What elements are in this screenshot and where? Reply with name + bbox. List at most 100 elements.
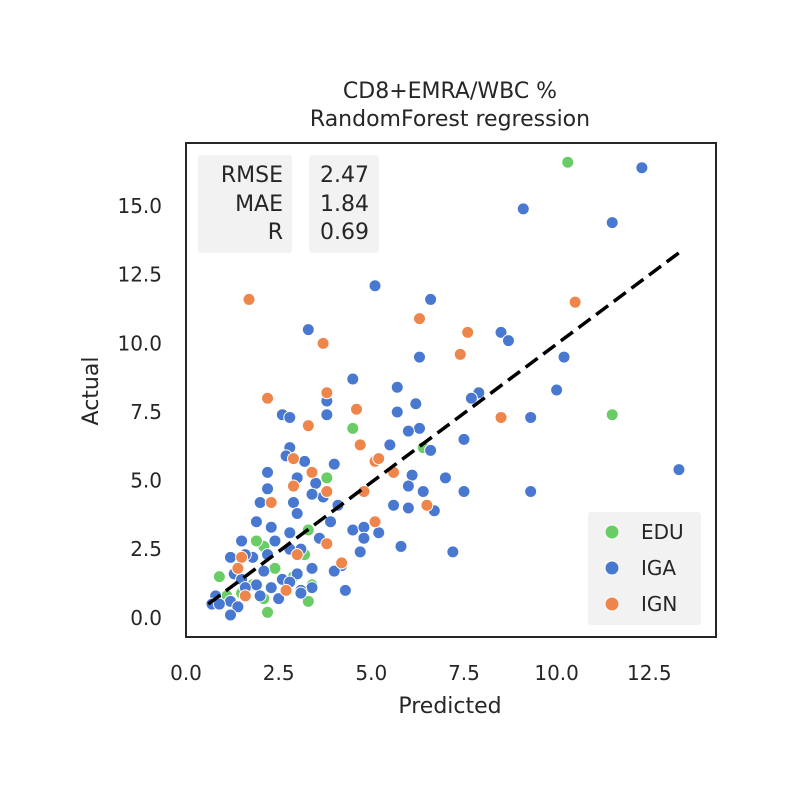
data-point-iga xyxy=(223,550,237,564)
x-axis-label: Predicted xyxy=(398,694,501,719)
stat-label-mae: MAE xyxy=(235,192,283,217)
data-point-iga xyxy=(605,216,619,230)
data-point-iga xyxy=(338,583,352,597)
x-tick-label: 0.0 xyxy=(170,661,202,685)
data-point-iga xyxy=(501,334,515,348)
data-point-ign xyxy=(238,589,252,603)
data-points xyxy=(205,155,686,622)
data-point-iga xyxy=(253,589,267,603)
data-point-iga xyxy=(249,578,263,592)
data-point-iga xyxy=(387,498,401,512)
data-point-iga xyxy=(464,391,478,405)
data-point-iga xyxy=(309,476,323,490)
plot-frame xyxy=(185,142,717,638)
legend-marker-iga xyxy=(604,560,620,576)
data-point-ign xyxy=(320,386,334,400)
data-point-iga xyxy=(272,592,286,606)
data-point-ign xyxy=(320,537,334,551)
data-point-iga xyxy=(635,161,649,175)
data-point-iga xyxy=(327,457,341,471)
data-point-ign xyxy=(568,295,582,309)
data-point-iga xyxy=(305,487,319,501)
data-point-iga xyxy=(494,325,508,339)
data-point-ign xyxy=(286,479,300,493)
legend-label-edu: EDU xyxy=(641,520,684,544)
data-point-ign xyxy=(453,347,467,361)
data-point-edu xyxy=(261,605,275,619)
x-axis-ticks: 0.0 2.5 5.0 7.5 10.0 12.5 xyxy=(170,661,671,685)
data-point-ign xyxy=(235,550,249,564)
data-point-ign xyxy=(279,583,293,597)
data-point-iga xyxy=(372,526,386,540)
data-point-iga xyxy=(283,410,297,424)
data-point-edu xyxy=(268,561,282,575)
y-tick-label: 0.0 xyxy=(130,606,162,630)
data-point-iga xyxy=(353,545,367,559)
data-point-iga xyxy=(327,564,341,578)
stat-value-mae: 1.84 xyxy=(320,192,369,217)
data-point-iga xyxy=(390,380,404,394)
data-point-iga xyxy=(438,471,452,485)
data-point-iga xyxy=(394,539,408,553)
data-point-edu xyxy=(346,421,360,435)
data-point-iga xyxy=(261,465,275,479)
data-point-iga xyxy=(524,485,538,499)
y-tick-label: 12.5 xyxy=(117,263,162,287)
x-tick-label: 5.0 xyxy=(355,661,387,685)
data-point-ign xyxy=(412,312,426,326)
data-point-ign xyxy=(261,391,275,405)
series-ign xyxy=(231,292,582,603)
chart-title: CD8+EMRA/WBC % xyxy=(343,79,557,104)
data-point-iga xyxy=(457,485,471,499)
data-point-iga xyxy=(557,350,571,364)
data-point-iga xyxy=(298,454,312,468)
legend-label-ign: IGN xyxy=(641,592,677,616)
data-point-ign xyxy=(420,498,434,512)
data-point-iga xyxy=(261,482,275,496)
data-point-iga xyxy=(446,545,460,559)
y-tick-label: 2.5 xyxy=(130,537,162,561)
data-point-ign xyxy=(320,485,334,499)
y-tick-label: 10.0 xyxy=(117,331,162,355)
legend: EDU IGA IGN xyxy=(588,512,701,625)
data-point-iga xyxy=(416,485,430,499)
data-point-iga xyxy=(424,443,438,457)
data-point-iga xyxy=(305,561,319,575)
data-point-iga xyxy=(212,597,226,611)
data-point-ign xyxy=(461,325,475,339)
data-point-edu xyxy=(320,471,334,485)
data-point-iga xyxy=(357,531,371,545)
y-tick-label: 7.5 xyxy=(130,400,162,424)
data-point-ign xyxy=(335,556,349,570)
data-point-ign xyxy=(368,515,382,529)
stat-value-rmse: 2.47 xyxy=(320,163,369,188)
data-point-ign xyxy=(372,452,386,466)
data-point-iga xyxy=(368,279,382,293)
data-point-iga xyxy=(409,397,423,411)
data-point-iga xyxy=(412,421,426,435)
stat-value-r: 0.69 xyxy=(320,220,369,245)
data-point-iga xyxy=(264,520,278,534)
data-point-iga xyxy=(305,581,319,595)
data-point-ign xyxy=(316,336,330,350)
stat-label-rmse: RMSE xyxy=(221,163,283,188)
data-point-iga xyxy=(286,496,300,510)
data-point-iga xyxy=(357,520,371,534)
legend-marker-ign xyxy=(604,596,620,612)
data-point-iga xyxy=(231,600,245,614)
legend-box xyxy=(588,512,701,625)
stats-values-box xyxy=(309,155,379,253)
data-point-iga xyxy=(524,410,538,424)
data-point-iga xyxy=(290,507,304,520)
data-point-iga xyxy=(253,496,267,510)
data-point-ign xyxy=(264,496,278,510)
x-tick-label: 12.5 xyxy=(627,661,672,685)
data-point-iga xyxy=(516,202,530,216)
data-point-ign xyxy=(286,452,300,466)
y-tick-label: 15.0 xyxy=(117,194,162,218)
data-point-ign xyxy=(305,465,319,479)
data-point-iga xyxy=(235,534,249,548)
data-point-ign xyxy=(290,548,304,562)
y-tick-label: 5.0 xyxy=(130,469,162,493)
